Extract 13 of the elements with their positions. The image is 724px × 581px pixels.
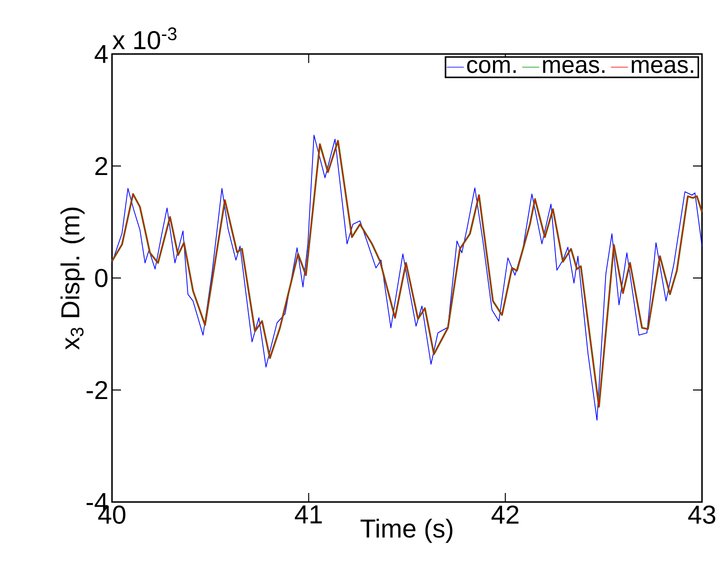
y-axis-title: x$_{3}$ Displ. (m) [60, 208, 85, 350]
y-tick-label: 0 [95, 268, 108, 288]
x-tick-label: 43 [688, 506, 716, 524]
y-tick-label: 4 [94, 45, 108, 63]
x-tick-label: 42 [492, 506, 518, 524]
legend-label: meas. [543, 60, 604, 74]
x-axis-title: Time (s) [360, 518, 452, 543]
text: x 10$^{-3}$ [112, 27, 176, 50]
x-tick-label: 41 [294, 506, 322, 524]
y-tick-label: -2 [86, 380, 108, 400]
legend-label: com. [467, 60, 516, 74]
y-tick-label: 2 [95, 156, 108, 176]
legend-label: meas. [632, 60, 694, 74]
